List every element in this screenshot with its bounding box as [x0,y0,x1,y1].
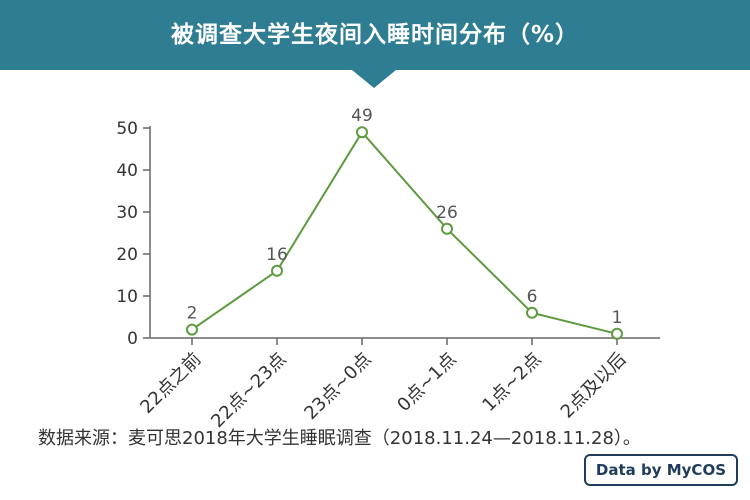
data-point [441,222,453,235]
data-point [186,323,198,336]
x-tick-label: 1点~2点 [478,349,545,416]
source-footnote: 数据来源：麦可思2018年大学生睡眠调查（2018.11.24—2018.11.… [38,428,641,449]
y-tick-label: 0 [127,329,138,349]
data-label: 1 [612,308,623,328]
data-by-mycos-logo: Data by MyCOS [583,454,738,486]
data-label: 26 [436,203,458,223]
y-tick-label: 40 [116,161,138,181]
chart-title: 被调查大学生夜间入睡时间分布（%） [170,22,580,48]
data-point [356,126,368,139]
y-tick-label: 10 [116,287,138,307]
data-point [526,306,538,319]
data-point [271,264,283,277]
x-tick-label: 22点之前 [136,349,205,418]
x-tick-label: 22点~23点 [207,349,290,432]
series-line [191,130,618,335]
y-tick-label: 30 [116,203,138,223]
data-label: 2 [187,304,198,324]
x-tick-label: 0点~1点 [393,349,460,416]
y-tick-label: 20 [116,245,138,265]
x-tick-label: 2点及以后 [557,349,631,423]
data-label: 49 [351,106,373,126]
x-tick-label: 23点~0点 [300,349,375,424]
data-label: 16 [266,245,288,265]
data-label: 6 [527,287,538,307]
title-banner: 被调查大学生夜间入睡时间分布（%） [0,0,750,70]
y-tick-label: 50 [116,119,138,139]
banner-pointer [352,70,396,88]
data-point [611,327,623,340]
